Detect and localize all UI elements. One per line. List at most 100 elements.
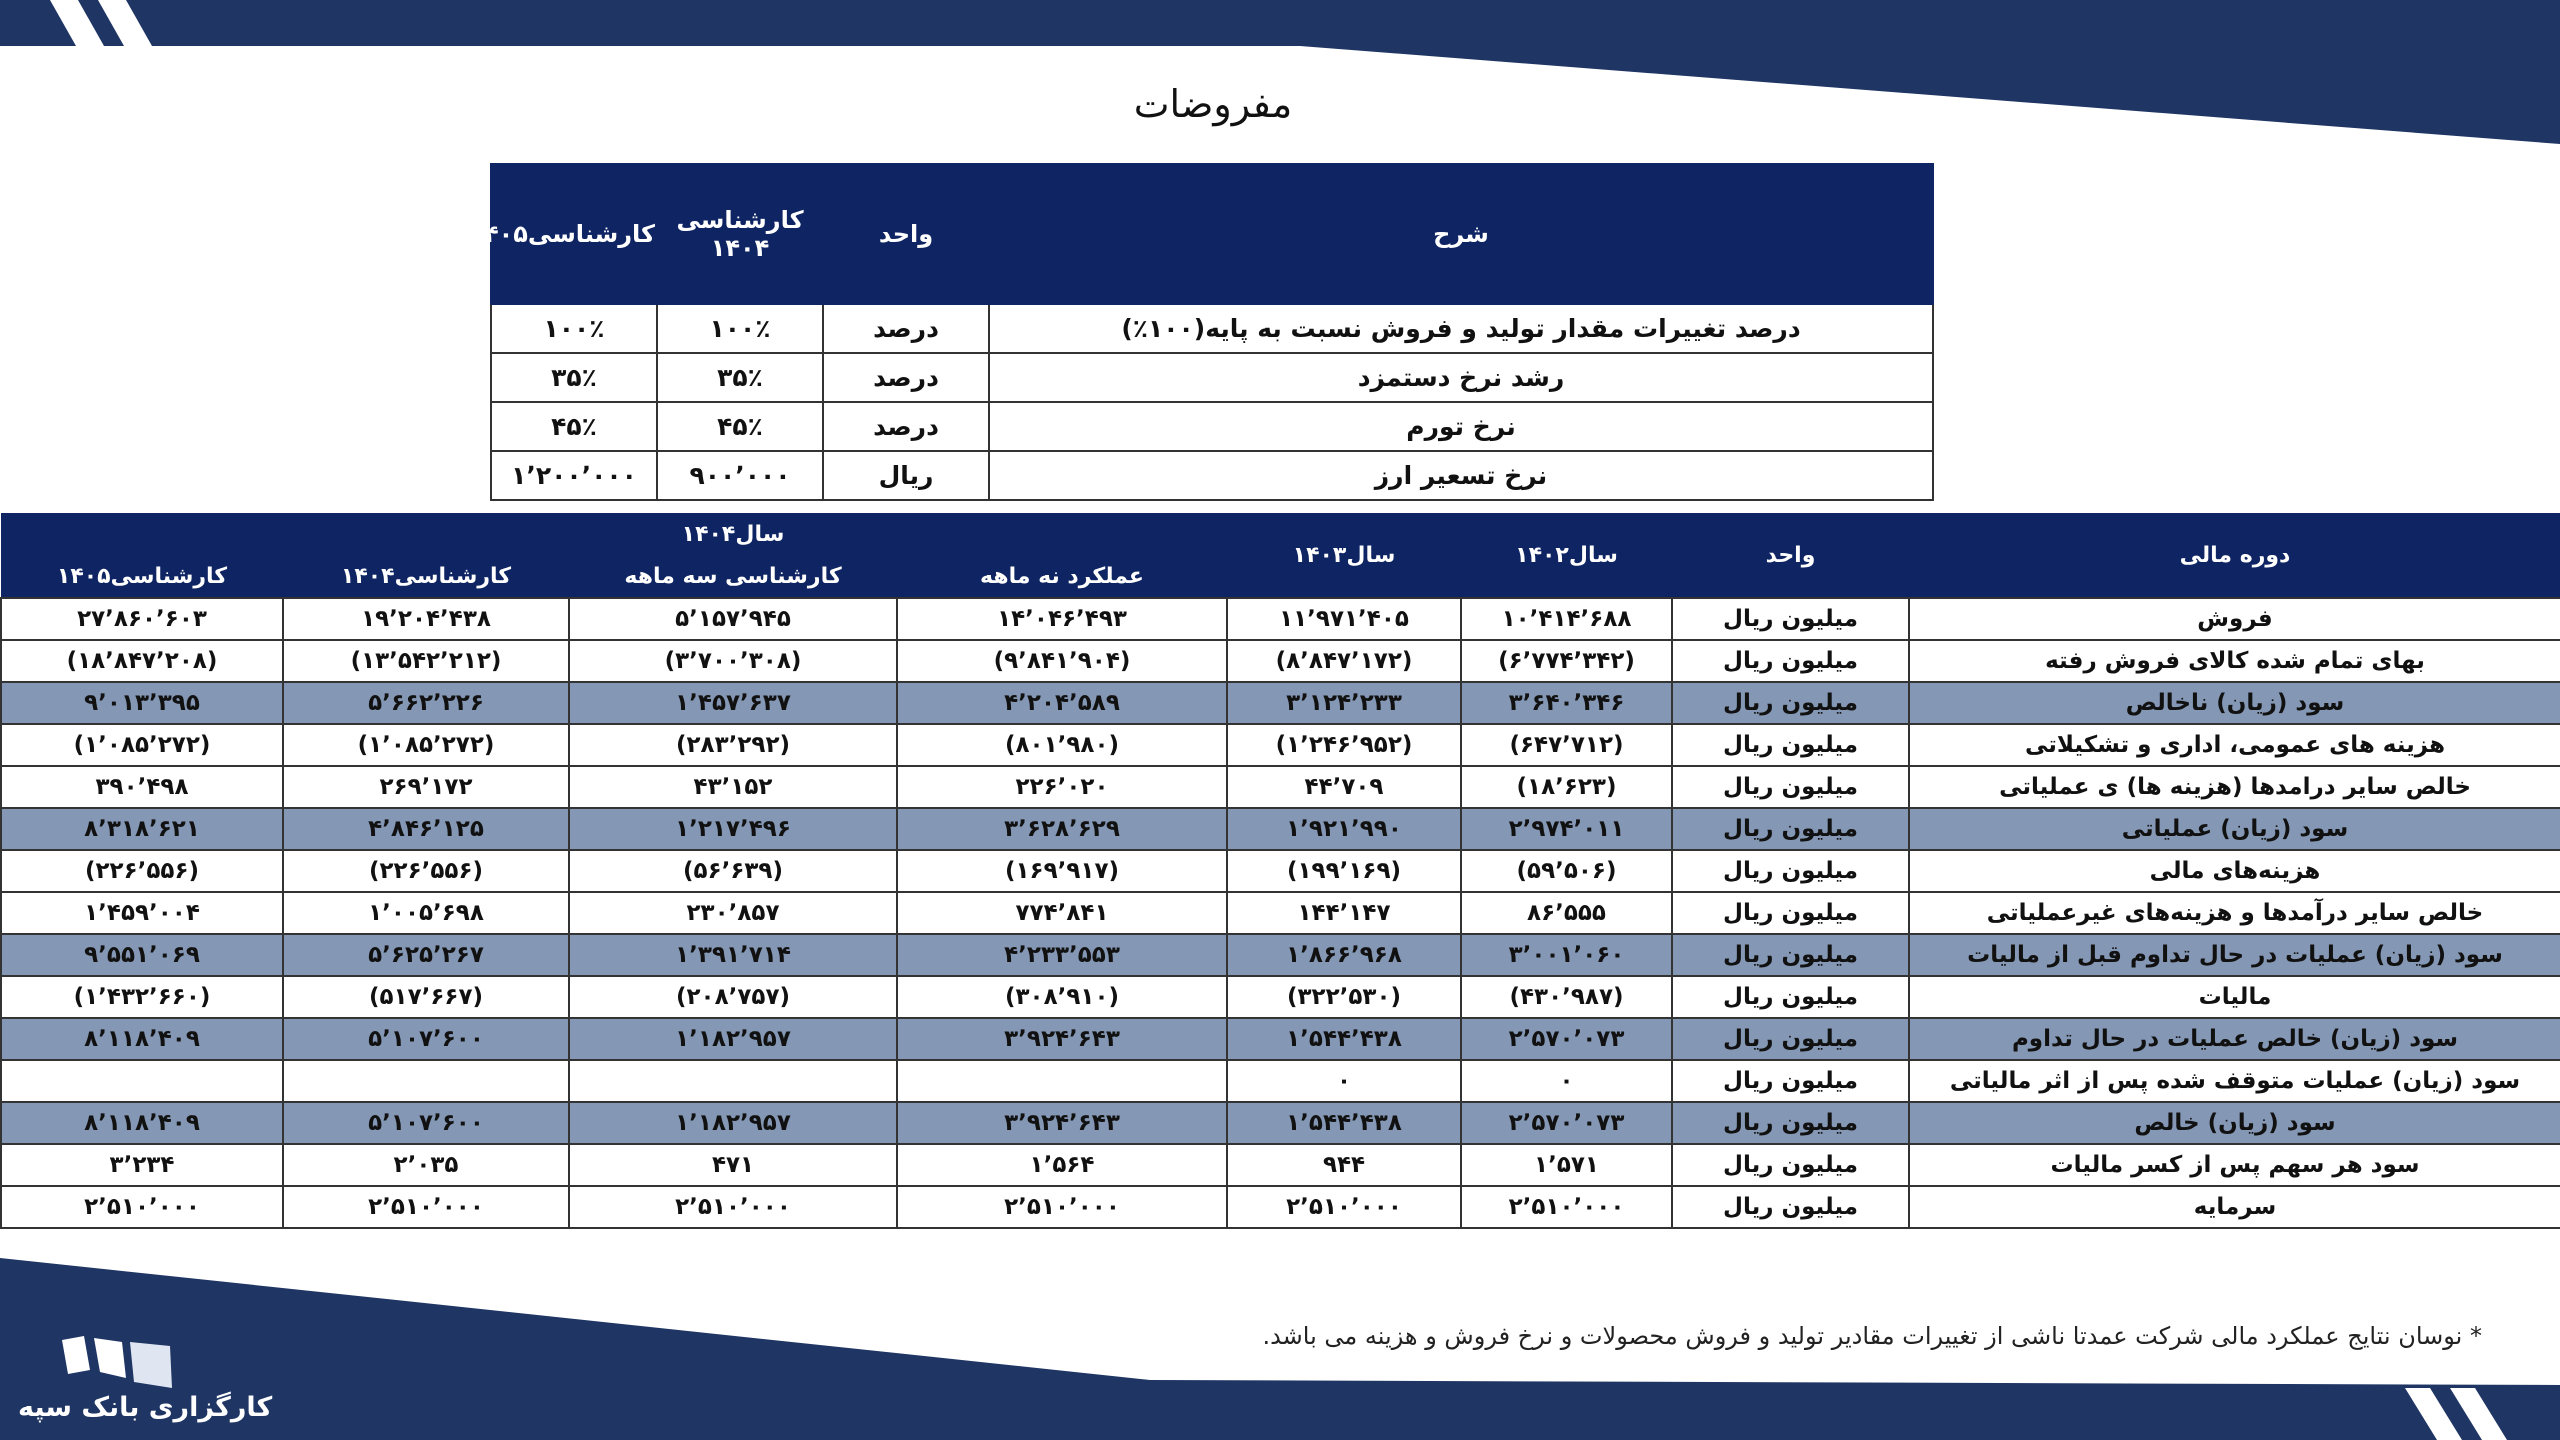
row-label: رشد نرخ دستمزد <box>988 352 1934 403</box>
header-cell: کارشناسی۱۴۰۵ <box>1 555 283 598</box>
cell: میلیون ریال <box>1671 1101 1910 1145</box>
page-title: مفروضات <box>1133 82 1293 126</box>
header-cell: سال۱۴۰۲ <box>1461 513 1672 598</box>
cell: میلیون ریال <box>1671 849 1910 893</box>
cell: ۷۷۴٬۸۴۱ <box>896 891 1228 935</box>
top-band <box>0 0 2560 144</box>
cell: میلیون ریال <box>1671 639 1910 683</box>
header-cell: کارشناسی ۱۴۰۴ <box>656 163 824 305</box>
cell: ۲۲۶٬۰۲۰ <box>896 765 1228 809</box>
cell: ۱۱٬۹۷۱٬۴۰۵ <box>1226 597 1462 641</box>
assumptions-table: شرح واحد کارشناسی ۱۴۰۴ کارشناسی۱۴۰۵ درصد تغ… <box>469 163 1934 501</box>
table-row: سرمایه میلیون ریال ۲٬۵۱۰٬۰۰۰ ۲٬۵۱۰٬۰۰۰ ۲٬۵۱۰… <box>0 1185 2560 1229</box>
cell: ۴۵٪ <box>490 401 658 452</box>
cell: ۱۹٬۲۰۴٬۴۳۸ <box>282 597 570 641</box>
cell: (۶٬۷۷۴٬۳۴۲) <box>1460 639 1673 683</box>
cell: (۵۱۷٬۶۶۷) <box>282 975 570 1019</box>
cell: (۱۸٬۸۴۷٬۲۰۸) <box>0 639 284 683</box>
cell <box>0 1059 284 1103</box>
header-cell: واحد <box>822 163 990 305</box>
cell: میلیون ریال <box>1671 807 1910 851</box>
cell: ۱٬۵۶۴ <box>896 1143 1228 1187</box>
row-label: خالص سایر درامدها (هزینه ها) ی عملیاتی <box>1908 765 2560 809</box>
cell: (۸٬۸۴۷٬۱۷۲) <box>1226 639 1462 683</box>
cell: ریال <box>822 450 990 501</box>
bottom-band <box>0 1258 2560 1440</box>
cell: میلیون ریال <box>1671 681 1910 725</box>
cell: ۱۴۴٬۱۴۷ <box>1226 891 1462 935</box>
cell: (۲۲۶٬۵۵۶) <box>0 849 284 893</box>
cell: (۳٬۷۰۰٬۳۰۸) <box>568 639 898 683</box>
header-spacer <box>283 513 569 555</box>
cell: ۱٬۲۱۷٬۴۹۶ <box>568 807 898 851</box>
cell: ۹٬۰۱۳٬۳۹۵ <box>0 681 284 725</box>
cell: ۲۶۹٬۱۷۲ <box>282 765 570 809</box>
cell: ۰ <box>1226 1059 1462 1103</box>
cell: ۵٬۱۰۷٬۶۰۰ <box>282 1017 570 1061</box>
cell: ۳٬۰۰۱٬۰۶۰ <box>1460 933 1673 977</box>
bottom-stripe <box>2450 1388 2507 1440</box>
cell: ۴۷۱ <box>568 1143 898 1187</box>
header-cell: سال۱۴۰۳ <box>1227 513 1461 598</box>
row-label: بهای تمام شده کالای فروش رفته <box>1908 639 2560 683</box>
cell: (۶۴۷٬۷۱۲) <box>1460 723 1673 767</box>
cell: ۲٬۵۱۰٬۰۰۰ <box>896 1185 1228 1229</box>
cell: ۳٬۲۳۴ <box>0 1143 284 1187</box>
cell: ۳۵٪ <box>490 352 658 403</box>
table-row: هزینه‌های مالی میلیون ریال (۵۹٬۵۰۶) (۱۹۹٬۱۶… <box>0 849 2560 893</box>
cell: میلیون ریال <box>1671 975 1910 1019</box>
cell: ۱٬۴۵۹٬۰۰۴ <box>0 891 284 935</box>
row-label: سود (زیان) عملیات در حال تداوم قبل از ما… <box>1908 933 2560 977</box>
cell: ۲٬۵۱۰٬۰۰۰ <box>282 1185 570 1229</box>
header-cell: کارشناسی۱۴۰۵ <box>469 163 658 305</box>
cell: (۳۲۲٬۵۳۰) <box>1226 975 1462 1019</box>
table-row: سود (زیان) ناخالص میلیون ریال ۳٬۶۴۰٬۳۴۶ ۳٬۱… <box>0 681 2560 725</box>
header-row: دوره مالی واحد سال۱۴۰۲ سال۱۴۰۳ سال۱۴۰۴ <box>1 513 2560 598</box>
cell: ۱٬۱۸۲٬۹۵۷ <box>568 1017 898 1061</box>
table-row: سود (زیان) عملیات متوقف شده پس از اثر ما… <box>0 1059 2560 1103</box>
cell: ۳٬۶۲۸٬۶۲۹ <box>896 807 1228 851</box>
row-label: خالص سایر درآمدها و هزینه‌های غیرعملیاتی <box>1908 891 2560 935</box>
cell: ۴۳٬۱۵۲ <box>568 765 898 809</box>
cell: ۸٬۱۱۸٬۴۰۹ <box>0 1101 284 1145</box>
row-label: فروش <box>1908 597 2560 641</box>
cell: (۱٬۲۴۶٬۹۵۲) <box>1226 723 1462 767</box>
cell: درصد <box>822 401 990 452</box>
cell: (۸۰۱٬۹۸۰) <box>896 723 1228 767</box>
cell: ۱٬۵۴۴٬۴۳۸ <box>1226 1101 1462 1145</box>
cell: (۱۶۹٬۹۱۷) <box>896 849 1228 893</box>
cell: (۱۹۹٬۱۶۹) <box>1226 849 1462 893</box>
cell: (۳۰۸٬۹۱۰) <box>896 975 1228 1019</box>
cell: ۲۳۰٬۸۵۷ <box>568 891 898 935</box>
cell: ۴٬۲۳۳٬۵۵۳ <box>896 933 1228 977</box>
cell: (۱٬۰۸۵٬۲۷۲) <box>0 723 284 767</box>
cell: ۱٬۹۲۱٬۹۹۰ <box>1226 807 1462 851</box>
cell: (۲۲۶٬۵۵۶) <box>282 849 570 893</box>
cell: ۲٬۹۷۴٬۰۱۱ <box>1460 807 1673 851</box>
table-row: هزینه های عمومی، اداری و تشکیلاتی میلیون … <box>0 723 2560 767</box>
header-spacer <box>897 513 1227 555</box>
header-cell: کارشناسی سه ماهه <box>569 555 897 598</box>
cell: ۰ <box>1460 1059 1673 1103</box>
cell: میلیون ریال <box>1671 1143 1910 1187</box>
top-stripe <box>50 0 104 46</box>
cell <box>896 1059 1228 1103</box>
cell: میلیون ریال <box>1671 765 1910 809</box>
cell: ۱٬۴۵۷٬۶۳۷ <box>568 681 898 725</box>
cell: (۱٬۰۸۵٬۲۷۲) <box>282 723 570 767</box>
row-label: سود (زیان) ناخالص <box>1908 681 2560 725</box>
table-row: سود (زیان) عملیاتی میلیون ریال ۲٬۹۷۴٬۰۱۱ ۱٬… <box>0 807 2560 851</box>
cell: (۵۶٬۶۳۹) <box>568 849 898 893</box>
cell: ۴٬۲۰۴٬۵۸۹ <box>896 681 1228 725</box>
cell: ۴۴٬۷۰۹ <box>1226 765 1462 809</box>
cell: (۱٬۴۳۲٬۶۶۰) <box>0 975 284 1019</box>
cell: ۸۶٬۵۵۵ <box>1460 891 1673 935</box>
cell: درصد <box>822 352 990 403</box>
cell: ۱۰٬۴۱۴٬۶۸۸ <box>1460 597 1673 641</box>
table-row: درصد تغییرات مقدار تولید و فروش نسبت به … <box>490 303 1934 354</box>
cell: ۵٬۶۲۵٬۲۶۷ <box>282 933 570 977</box>
table-row: نرخ تسعیر ارز ریال ۹۰۰٬۰۰۰ ۱٬۲۰۰٬۰۰۰ <box>490 450 1934 501</box>
cell: ۲٬۵۷۰٬۰۷۳ <box>1460 1101 1673 1145</box>
cell: میلیون ریال <box>1671 1017 1910 1061</box>
cell: (۲۰۸٬۷۵۷) <box>568 975 898 1019</box>
